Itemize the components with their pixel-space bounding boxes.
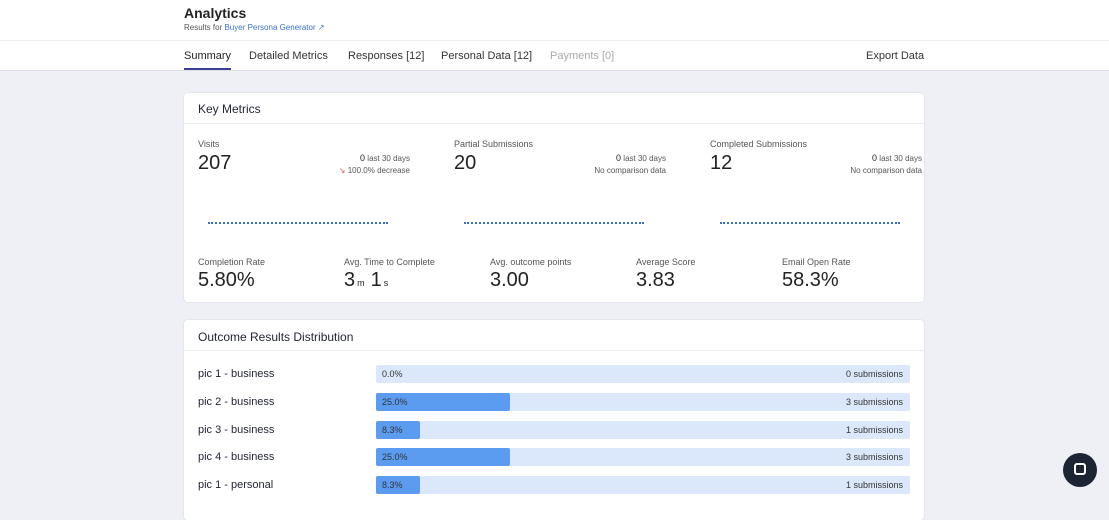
outcome-name: pic 2 - business <box>198 395 275 408</box>
bar-track: 25.0% 3 submissions <box>376 448 910 467</box>
tab[interactable]: Personal Data [12] <box>441 50 533 62</box>
stat-label: Email Open Rate <box>782 257 851 267</box>
change-text: No comparison data <box>850 166 922 175</box>
stat-label: Avg. outcome points <box>490 257 572 267</box>
recent-count: 0 <box>360 153 366 163</box>
value: 58.3% <box>782 269 839 291</box>
metric-label: Visits <box>198 139 220 149</box>
metric-change: No comparison data <box>850 166 922 175</box>
bar-track: 8.3% 1 submissions <box>376 476 910 495</box>
sparkline <box>208 222 388 224</box>
unit: s <box>383 278 389 288</box>
header: Analytics Results for Buyer Persona Gene… <box>0 0 1109 71</box>
card-title: Outcome Results Distribution <box>198 330 354 344</box>
subtitle: Results for Buyer Persona Generator ↗ <box>184 23 325 32</box>
tab[interactable]: Responses [12] <box>348 50 425 62</box>
sparkline <box>720 222 900 224</box>
metric-label: Partial Submissions <box>454 139 534 149</box>
metric-recent: 0 last 30 days <box>872 153 922 163</box>
trend-icon: ↘ <box>338 166 348 175</box>
share-label: 25.0% <box>382 396 408 407</box>
subtitle-text: Results for <box>184 23 223 32</box>
value: 1 <box>370 269 382 291</box>
metric-recent: 0 last 30 days <box>616 153 666 163</box>
tab: Payments [0] <box>550 50 615 62</box>
recent-label: last 30 days <box>623 154 666 163</box>
metric-value: 207 <box>198 152 232 174</box>
value: 3.83 <box>636 269 675 291</box>
form-link[interactable]: Buyer Persona Generator <box>224 23 316 32</box>
stat-value: 3.83 <box>636 269 675 292</box>
metric-value: 12 <box>710 152 733 174</box>
submissions-label: 1 submissions <box>845 480 903 491</box>
tab[interactable]: Detailed Metrics <box>249 50 328 62</box>
outcome-name: pic 4 - business <box>198 451 275 464</box>
submissions-label: 3 submissions <box>845 452 903 463</box>
stat-label: Average Score <box>636 257 696 267</box>
bar-track: 8.3% 1 submissions <box>376 420 910 439</box>
share-label: 8.3% <box>382 424 403 435</box>
share-label: 25.0% <box>382 452 408 463</box>
metric-recent: 0 last 30 days <box>360 153 410 163</box>
card-title: Key Metrics <box>198 102 261 116</box>
bar <box>376 476 421 495</box>
metric-value: 20 <box>454 152 477 174</box>
bar <box>376 392 510 411</box>
title: Analytics <box>184 5 247 21</box>
stat-value: 58.3% <box>782 269 839 292</box>
bar-track: 0.0% 0 submissions <box>376 365 910 383</box>
stat-value: 5.80% <box>198 269 255 292</box>
recent-label: last 30 days <box>367 154 410 163</box>
submissions-label: 1 submissions <box>845 424 903 435</box>
key-metrics-card: Key Metrics Visits 207 0 last 30 days ↘ 100… <box>184 93 924 302</box>
bar <box>376 448 510 467</box>
stat-label: Avg. Time to Complete <box>344 257 435 267</box>
recent-count: 0 <box>872 153 878 163</box>
outcome-name: pic 3 - business <box>198 423 275 436</box>
recent-label: last 30 days <box>879 154 922 163</box>
distribution-card: Outcome Results Distribution pic 1 - bus… <box>184 320 924 520</box>
metric-change: ↘ 100.0% decrease <box>339 166 410 175</box>
bar <box>376 420 421 439</box>
metric-change: No comparison data <box>594 166 666 175</box>
stat-label: Completion Rate <box>198 257 266 267</box>
share-label: 8.3% <box>382 480 403 491</box>
value: 3.00 <box>490 269 529 291</box>
value: 5.80% <box>198 269 255 291</box>
export-button[interactable]: Export Data <box>866 50 925 62</box>
unit: m <box>357 278 365 288</box>
outcome-name: pic 1 - personal <box>198 479 274 492</box>
sparkline <box>464 222 644 224</box>
value: 3 <box>344 269 356 291</box>
tab[interactable]: Summary <box>184 50 232 62</box>
change-text: 100.0% decrease <box>347 166 410 175</box>
share-label: 0.0% <box>382 369 403 379</box>
bar-track: 25.0% 3 submissions <box>376 392 910 411</box>
submissions-label: 3 submissions <box>845 396 903 407</box>
stat-value: 3.00 <box>490 269 529 292</box>
submissions-label: 0 submissions <box>845 369 903 379</box>
change-text: No comparison data <box>594 166 666 175</box>
metric-label: Completed Submissions <box>710 139 808 149</box>
chat-button[interactable] <box>1063 453 1097 487</box>
recent-count: 0 <box>616 153 622 163</box>
outcome-name: pic 1 - business <box>198 368 275 380</box>
